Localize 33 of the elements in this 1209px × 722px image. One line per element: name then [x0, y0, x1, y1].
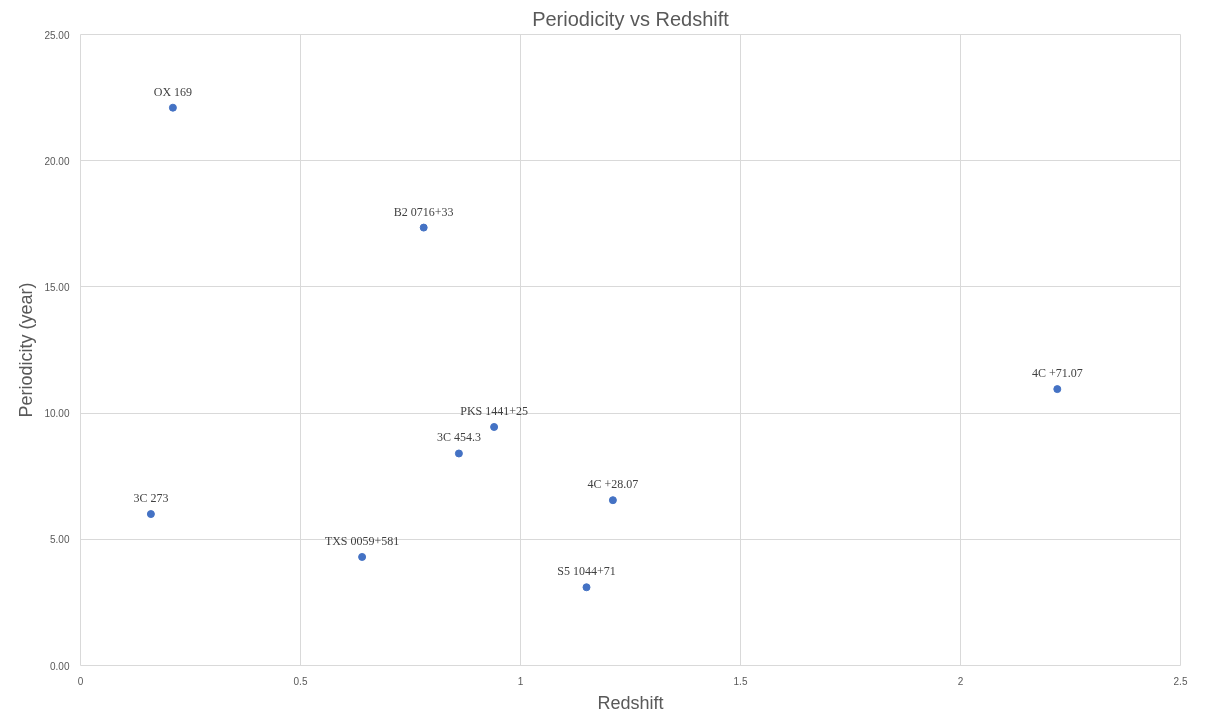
point: [358, 552, 367, 561]
annotation: 4C +71.07: [1031, 366, 1083, 381]
x-tick-label: 0: [77, 675, 84, 687]
y-axis-title: Periodicity (year): [16, 282, 37, 418]
point: [168, 103, 177, 112]
annotation: TXS 0059+581: [324, 533, 400, 548]
point: [490, 422, 499, 431]
annotation: B2 0716+33: [393, 204, 454, 219]
annotation: 3C 454.3: [436, 430, 481, 445]
chart-title: Periodicity vs Redshift: [532, 7, 730, 30]
x-tick-label: 0.5: [293, 675, 308, 687]
annotation: PKS 1441+25: [460, 403, 528, 418]
point: [419, 223, 428, 232]
x-tick-label: 2.5: [1173, 675, 1188, 687]
y-tick-label: 5.00: [50, 534, 70, 546]
y-tick-label: 15.00: [44, 281, 70, 293]
annotation: 3C 273: [133, 491, 169, 506]
annotation: 4C +28.07: [587, 477, 639, 492]
x-axis-title: Redshift: [597, 692, 664, 713]
y-tick-label: 0.00: [50, 660, 70, 672]
point: [582, 583, 591, 592]
y-tick-label: 25.00: [44, 29, 70, 41]
y-tick-label: 20.00: [44, 155, 70, 167]
point: [1053, 385, 1062, 394]
annotation: S5 1044+71: [557, 564, 616, 579]
x-tick-label: 1: [517, 675, 524, 687]
x-tick-label: 1.5: [733, 675, 748, 687]
point: [608, 496, 617, 505]
point: [146, 510, 155, 519]
x-tick-label: 2: [957, 675, 964, 687]
annotation: OX 169: [153, 84, 193, 99]
point: [454, 449, 463, 458]
y-tick-label: 10.00: [44, 408, 70, 420]
